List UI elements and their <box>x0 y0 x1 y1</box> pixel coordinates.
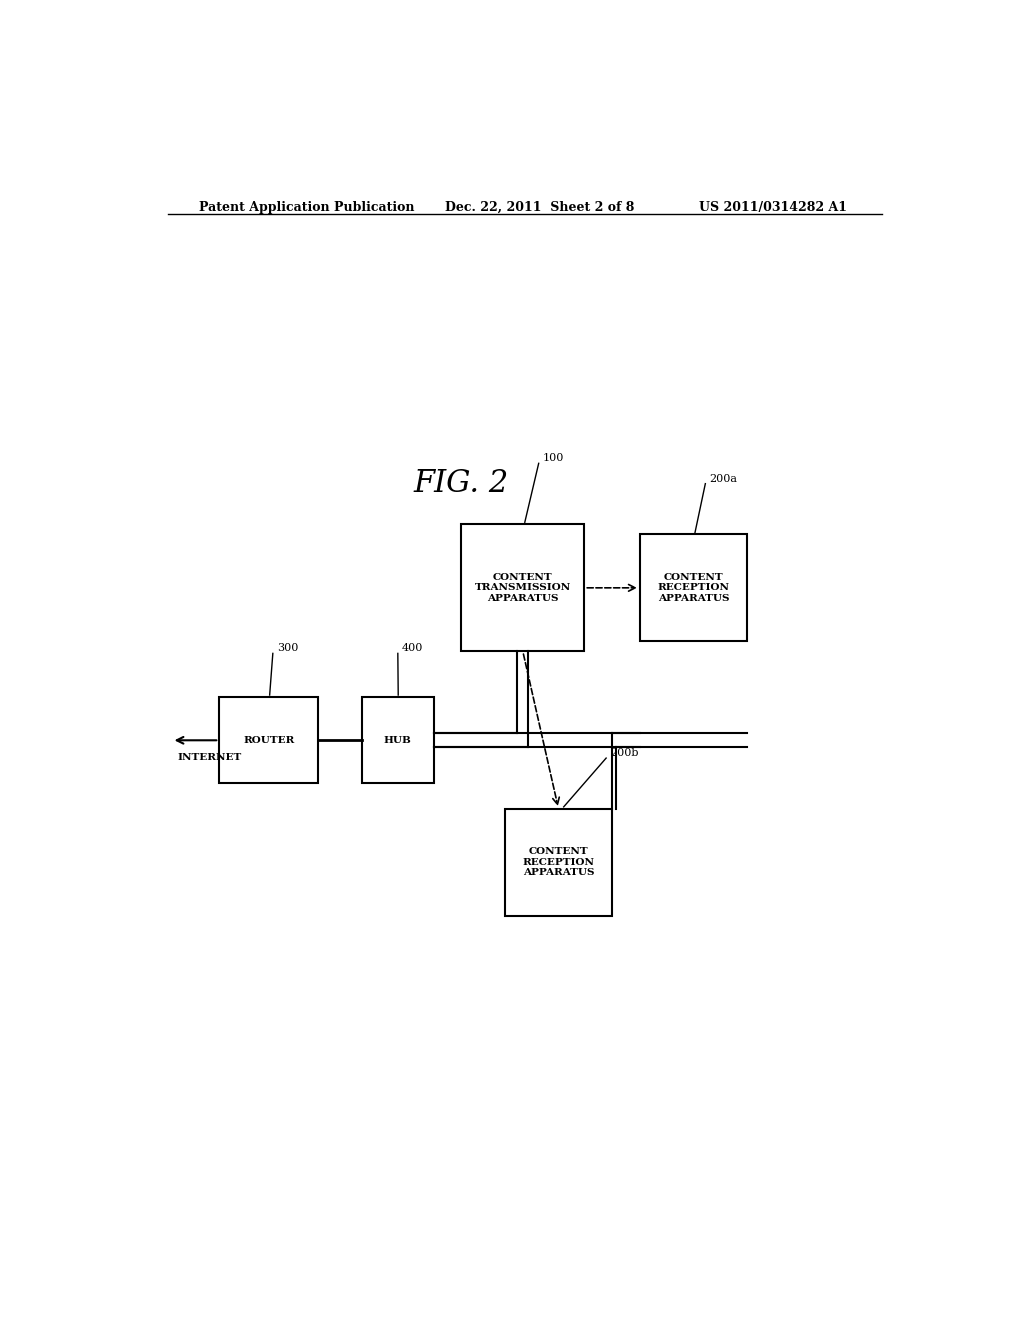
FancyBboxPatch shape <box>362 697 433 784</box>
Text: ROUTER: ROUTER <box>243 735 295 744</box>
Text: 300: 300 <box>276 643 298 653</box>
FancyBboxPatch shape <box>640 535 748 642</box>
Text: Dec. 22, 2011  Sheet 2 of 8: Dec. 22, 2011 Sheet 2 of 8 <box>445 201 635 214</box>
FancyBboxPatch shape <box>219 697 318 784</box>
Text: 100: 100 <box>543 453 564 463</box>
Text: US 2011/0314282 A1: US 2011/0314282 A1 <box>699 201 848 214</box>
Text: Patent Application Publication: Patent Application Publication <box>200 201 415 214</box>
Text: CONTENT
TRANSMISSION
APPARATUS: CONTENT TRANSMISSION APPARATUS <box>475 573 571 603</box>
FancyBboxPatch shape <box>461 524 585 651</box>
Text: 400: 400 <box>401 643 423 653</box>
Text: CONTENT
RECEPTION
APPARATUS: CONTENT RECEPTION APPARATUS <box>657 573 729 603</box>
Text: 200a: 200a <box>710 474 737 483</box>
Text: FIG. 2: FIG. 2 <box>414 469 509 499</box>
Text: INTERNET: INTERNET <box>177 752 242 762</box>
Text: CONTENT
RECEPTION
APPARATUS: CONTENT RECEPTION APPARATUS <box>522 847 595 878</box>
Text: HUB: HUB <box>384 735 412 744</box>
Text: 200b: 200b <box>610 748 639 758</box>
FancyBboxPatch shape <box>505 809 612 916</box>
